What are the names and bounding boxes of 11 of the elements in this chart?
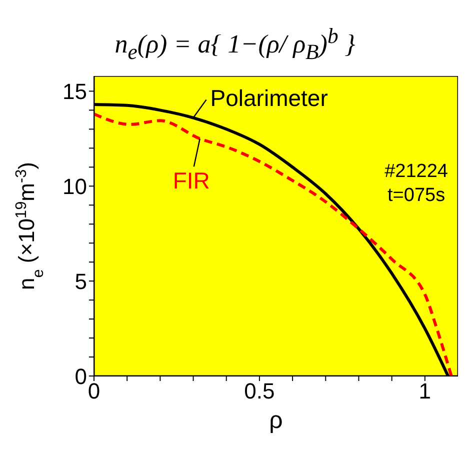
y-tick-label: 5	[74, 268, 87, 294]
annotation: #21224	[384, 160, 448, 184]
x-tick-label: 0.5	[244, 378, 275, 404]
y-tick-label: 15	[62, 79, 87, 104]
x-axis-title: ρ	[269, 407, 283, 434]
chart-title: n$_{e}$(ρ) = a{ 1−(ρ/ ρ$_{B}$)$^{b}$ }	[114, 23, 356, 64]
legend-label: Polarimeter	[210, 84, 328, 111]
annotation: t=075s	[386, 184, 446, 208]
series-label: FIR	[172, 168, 210, 194]
y-tick-label: 10	[62, 174, 87, 199]
x-tick-label: 1	[418, 378, 432, 404]
